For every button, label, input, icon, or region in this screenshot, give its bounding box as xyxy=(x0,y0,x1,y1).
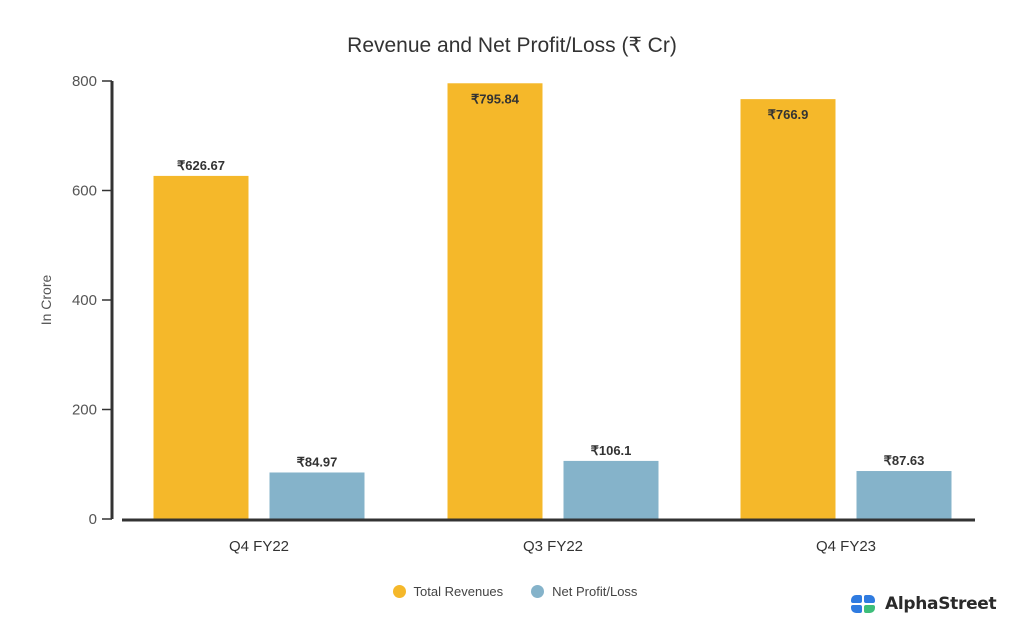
legend-label: Net Profit/Loss xyxy=(552,584,638,599)
data-label: ₹795.84 xyxy=(471,91,520,106)
data-label: ₹87.63 xyxy=(884,453,925,468)
bar-net-profit-loss-2[interactable] xyxy=(856,471,952,519)
x-tick-label: Q3 FY22 xyxy=(523,538,583,555)
bar-total-revenues-2[interactable] xyxy=(740,99,836,519)
alphastreet-logo-icon xyxy=(851,595,877,613)
y-tick-label: 0 xyxy=(89,511,97,528)
data-label: ₹626.67 xyxy=(177,158,225,173)
chart-title: Revenue and Net Profit/Loss (₹ Cr) xyxy=(347,34,677,57)
bar-total-revenues-1[interactable] xyxy=(447,83,543,520)
y-tick-label: 600 xyxy=(72,183,97,200)
legend-dot-icon xyxy=(531,585,545,598)
legend-item-net-profit-loss[interactable]: Net Profit/Loss xyxy=(531,584,637,599)
logo-text: AlphaStreet xyxy=(885,594,997,614)
bars: ₹626.67 ₹84.97 ₹795.84 ₹106.1 ₹766.9 ₹87.63 xyxy=(153,83,952,520)
bar-net-profit-loss-1[interactable] xyxy=(563,460,659,519)
x-axis: Q4 FY22 Q3 FY22 Q4 FY23 xyxy=(122,518,975,555)
legend: Total Revenues Net Profit/Loss xyxy=(0,584,1024,599)
y-axis-title: In Crore xyxy=(38,275,54,326)
bar-total-revenues-0[interactable] xyxy=(153,175,249,519)
y-tick-label: 400 xyxy=(72,292,97,309)
legend-dot-icon xyxy=(392,585,406,598)
legend-item-total-revenues[interactable]: Total Revenues xyxy=(392,584,504,599)
data-label: ₹766.9 xyxy=(768,107,809,122)
x-tick-label: Q4 FY22 xyxy=(229,538,289,555)
y-tick-label: 800 xyxy=(72,73,97,90)
y-tick-label: 200 xyxy=(72,402,97,419)
data-label: ₹106.1 xyxy=(591,443,632,458)
data-label: ₹84.97 xyxy=(297,454,338,469)
legend-label: Total Revenues xyxy=(413,584,504,599)
bar-net-profit-loss-0[interactable] xyxy=(269,472,365,519)
y-axis: 0 200 400 600 800 xyxy=(72,73,114,528)
x-tick-label: Q4 FY23 xyxy=(816,538,876,555)
alphastreet-logo: AlphaStreet xyxy=(851,594,997,614)
